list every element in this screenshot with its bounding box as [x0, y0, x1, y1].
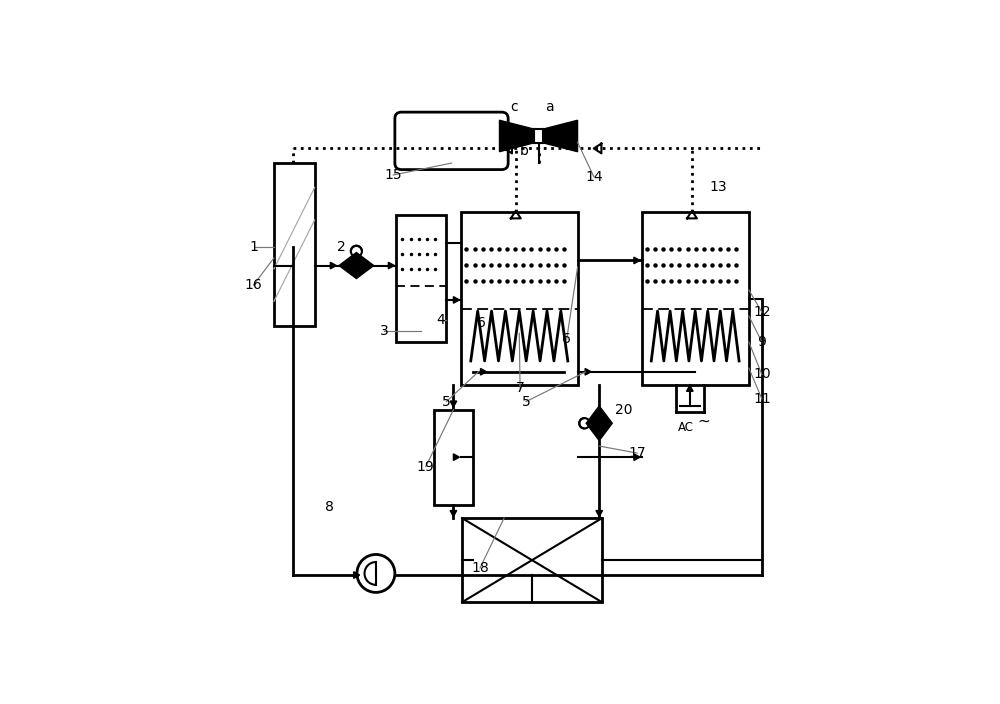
Polygon shape	[450, 401, 457, 407]
Text: 14: 14	[585, 170, 603, 184]
Text: 10: 10	[753, 367, 771, 382]
Text: 8: 8	[325, 501, 334, 515]
Polygon shape	[481, 368, 486, 375]
Polygon shape	[687, 385, 693, 391]
Polygon shape	[634, 454, 640, 460]
Text: 9: 9	[757, 335, 766, 349]
Polygon shape	[634, 257, 640, 264]
Polygon shape	[585, 368, 591, 375]
Polygon shape	[339, 253, 374, 279]
Text: 11: 11	[753, 392, 771, 406]
Text: 12: 12	[753, 305, 771, 319]
Text: 17: 17	[628, 446, 646, 460]
Polygon shape	[450, 510, 457, 517]
Text: 5: 5	[522, 395, 530, 408]
Polygon shape	[596, 510, 603, 517]
Bar	[461, 212, 578, 385]
Polygon shape	[586, 406, 612, 441]
Text: ~: ~	[697, 413, 710, 429]
Text: 5: 5	[442, 395, 451, 408]
Bar	[462, 518, 602, 602]
Text: c: c	[510, 100, 517, 114]
Text: 3: 3	[380, 324, 388, 338]
Text: 7: 7	[516, 381, 524, 395]
Text: 18: 18	[471, 561, 489, 575]
Bar	[274, 163, 315, 326]
Text: 13: 13	[710, 180, 727, 194]
Text: 20: 20	[615, 403, 632, 417]
Polygon shape	[388, 263, 394, 269]
Text: 16: 16	[245, 278, 262, 292]
Text: b: b	[520, 144, 529, 158]
Text: 15: 15	[384, 168, 402, 182]
Polygon shape	[330, 263, 336, 269]
Polygon shape	[354, 572, 360, 579]
Polygon shape	[453, 296, 459, 303]
Polygon shape	[543, 120, 578, 151]
Polygon shape	[499, 120, 534, 151]
Text: 1: 1	[249, 240, 258, 254]
Text: 6: 6	[477, 316, 486, 330]
Text: 2: 2	[337, 240, 346, 254]
Text: AC: AC	[677, 420, 693, 434]
Bar	[434, 410, 473, 505]
Text: 4: 4	[437, 313, 445, 327]
Bar	[396, 215, 446, 342]
Text: 6: 6	[562, 332, 571, 346]
Text: 19: 19	[417, 460, 435, 474]
Polygon shape	[453, 454, 459, 460]
Text: a: a	[545, 100, 554, 114]
Bar	[642, 212, 749, 385]
